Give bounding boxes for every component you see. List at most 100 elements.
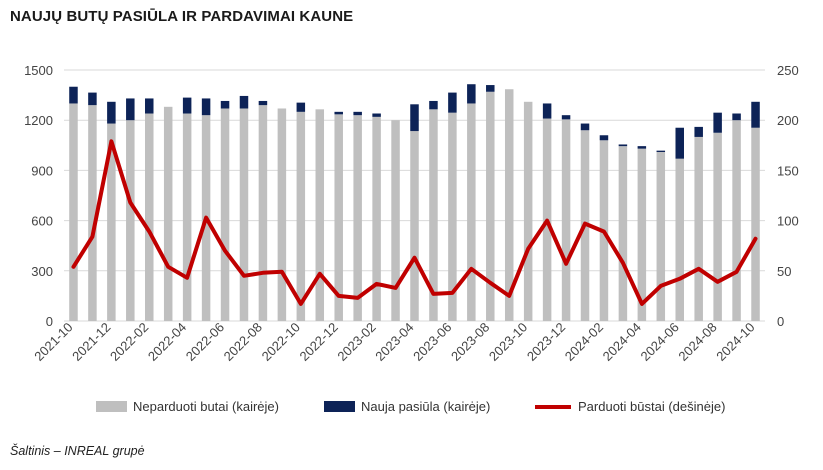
x-tick-label: 2023-10	[486, 320, 530, 364]
bar-unsold	[372, 116, 381, 321]
bar-unsold	[239, 108, 249, 321]
bar-new-supply	[126, 98, 135, 121]
bar-unsold	[145, 113, 154, 321]
x-tick-label: 2022-10	[259, 320, 303, 364]
bar-new-supply	[637, 146, 647, 149]
bar-unsold	[713, 132, 722, 321]
bar-new-supply	[201, 98, 211, 116]
bar-new-supply	[220, 100, 230, 109]
bar-new-supply	[561, 115, 571, 120]
bar-unsold	[258, 105, 268, 321]
right-tick-label: 50	[777, 264, 791, 279]
bar-new-supply	[467, 84, 476, 104]
bar-unsold	[751, 127, 760, 321]
left-tick-label: 300	[31, 264, 53, 279]
legend: Neparduoti butai (kairėje) Nauja pasiūla …	[96, 399, 725, 414]
bar-new-supply	[410, 104, 419, 132]
right-tick-label: 0	[777, 314, 784, 329]
bar-unsold	[334, 114, 343, 322]
bar-new-supply	[732, 113, 741, 121]
bar-unsold	[107, 123, 116, 322]
bar-new-supply	[486, 85, 495, 92]
bar-unsold	[694, 136, 703, 321]
x-tick-label: 2023-04	[372, 320, 416, 364]
bar-new-supply	[145, 98, 154, 114]
legend-swatch-new-supply	[324, 401, 355, 412]
bar-unsold	[69, 103, 78, 321]
bar-unsold	[163, 106, 173, 322]
bar-new-supply	[353, 111, 362, 116]
bar-new-supply	[580, 123, 590, 131]
bar-new-supply	[296, 102, 306, 112]
x-tick-label: 2022-08	[221, 320, 265, 364]
right-tick-label: 150	[777, 163, 799, 178]
x-tick-label: 2022-02	[107, 320, 151, 364]
bar-new-supply	[713, 112, 722, 133]
bar-new-supply	[694, 126, 703, 137]
left-tick-label: 0	[46, 314, 53, 329]
bar-new-supply	[599, 135, 609, 141]
legend-swatch-unsold	[96, 401, 127, 412]
right-tick-label: 250	[777, 63, 799, 78]
bar-unsold	[220, 108, 230, 321]
bar-new-supply	[88, 92, 97, 106]
chart-title: NAUJŲ BUTŲ PASIŪLA IR PARDAVIMAI KAUNE	[10, 8, 354, 25]
bar-unsold	[391, 120, 400, 321]
bar-unsold	[353, 115, 362, 322]
bar-unsold	[504, 89, 514, 321]
left-tick-label: 600	[31, 214, 53, 229]
bar-new-supply	[69, 86, 78, 104]
x-tick-label: 2021-10	[31, 320, 75, 364]
bar-unsold	[410, 131, 419, 321]
left-tick-label: 1500	[24, 63, 53, 78]
bar-unsold	[675, 158, 684, 321]
bar-unsold	[429, 109, 438, 321]
bar-unsold	[656, 151, 666, 321]
bar-new-supply	[258, 100, 268, 106]
bar-new-supply	[618, 144, 628, 147]
bar-unsold	[126, 120, 135, 321]
x-tick-label: 2022-06	[183, 320, 227, 364]
bar-new-supply	[675, 127, 684, 159]
x-axis-ticks: 2021-102021-122022-022022-042022-062022-…	[31, 320, 757, 364]
bar-unsold	[88, 105, 97, 321]
bar-new-supply	[182, 97, 192, 114]
right-tick-label: 200	[777, 113, 799, 128]
x-tick-label: 2022-12	[296, 320, 340, 364]
bar-unsold	[315, 109, 325, 321]
bar-new-supply	[429, 100, 438, 110]
legend-label-unsold: Neparduoti butai (kairėje)	[133, 399, 279, 414]
x-tick-label: 2023-06	[410, 320, 454, 364]
bar-new-supply	[107, 101, 116, 124]
legend-label-new-supply: Nauja pasiūla (kairėje)	[361, 399, 490, 414]
x-tick-label: 2021-12	[69, 320, 113, 364]
bar-new-supply	[448, 92, 457, 113]
x-tick-label: 2023-02	[334, 320, 378, 364]
bar-unsold	[448, 112, 457, 321]
bar-new-supply	[542, 103, 552, 119]
x-tick-label: 2023-12	[524, 320, 568, 364]
x-tick-label: 2024-06	[638, 320, 682, 364]
bar-unsold	[277, 108, 287, 321]
left-tick-label: 900	[31, 163, 53, 178]
bar-new-supply	[751, 101, 760, 128]
x-tick-label: 2023-08	[448, 320, 492, 364]
left-axis-ticks: 0 300 600 900 1200 1500	[24, 63, 53, 329]
left-tick-label: 1200	[24, 113, 53, 128]
bar-unsold	[732, 120, 741, 321]
bar-unsold	[296, 111, 306, 321]
x-tick-label: 2024-10	[713, 320, 757, 364]
bar-unsold	[618, 146, 628, 321]
x-tick-label: 2024-04	[600, 320, 644, 364]
bar-unsold	[561, 119, 571, 321]
right-tick-label: 100	[777, 214, 799, 229]
source-note: Šaltinis – INREAL grupė	[10, 444, 145, 458]
sales-line	[71, 139, 758, 306]
bar-unsold	[523, 101, 533, 321]
bar-new-supply	[372, 113, 381, 117]
right-axis-ticks: 0 50 100 150 200 250	[777, 63, 799, 329]
bar-unsold	[467, 103, 476, 321]
x-tick-label: 2024-02	[562, 320, 606, 364]
bar-new-supply	[334, 111, 343, 115]
